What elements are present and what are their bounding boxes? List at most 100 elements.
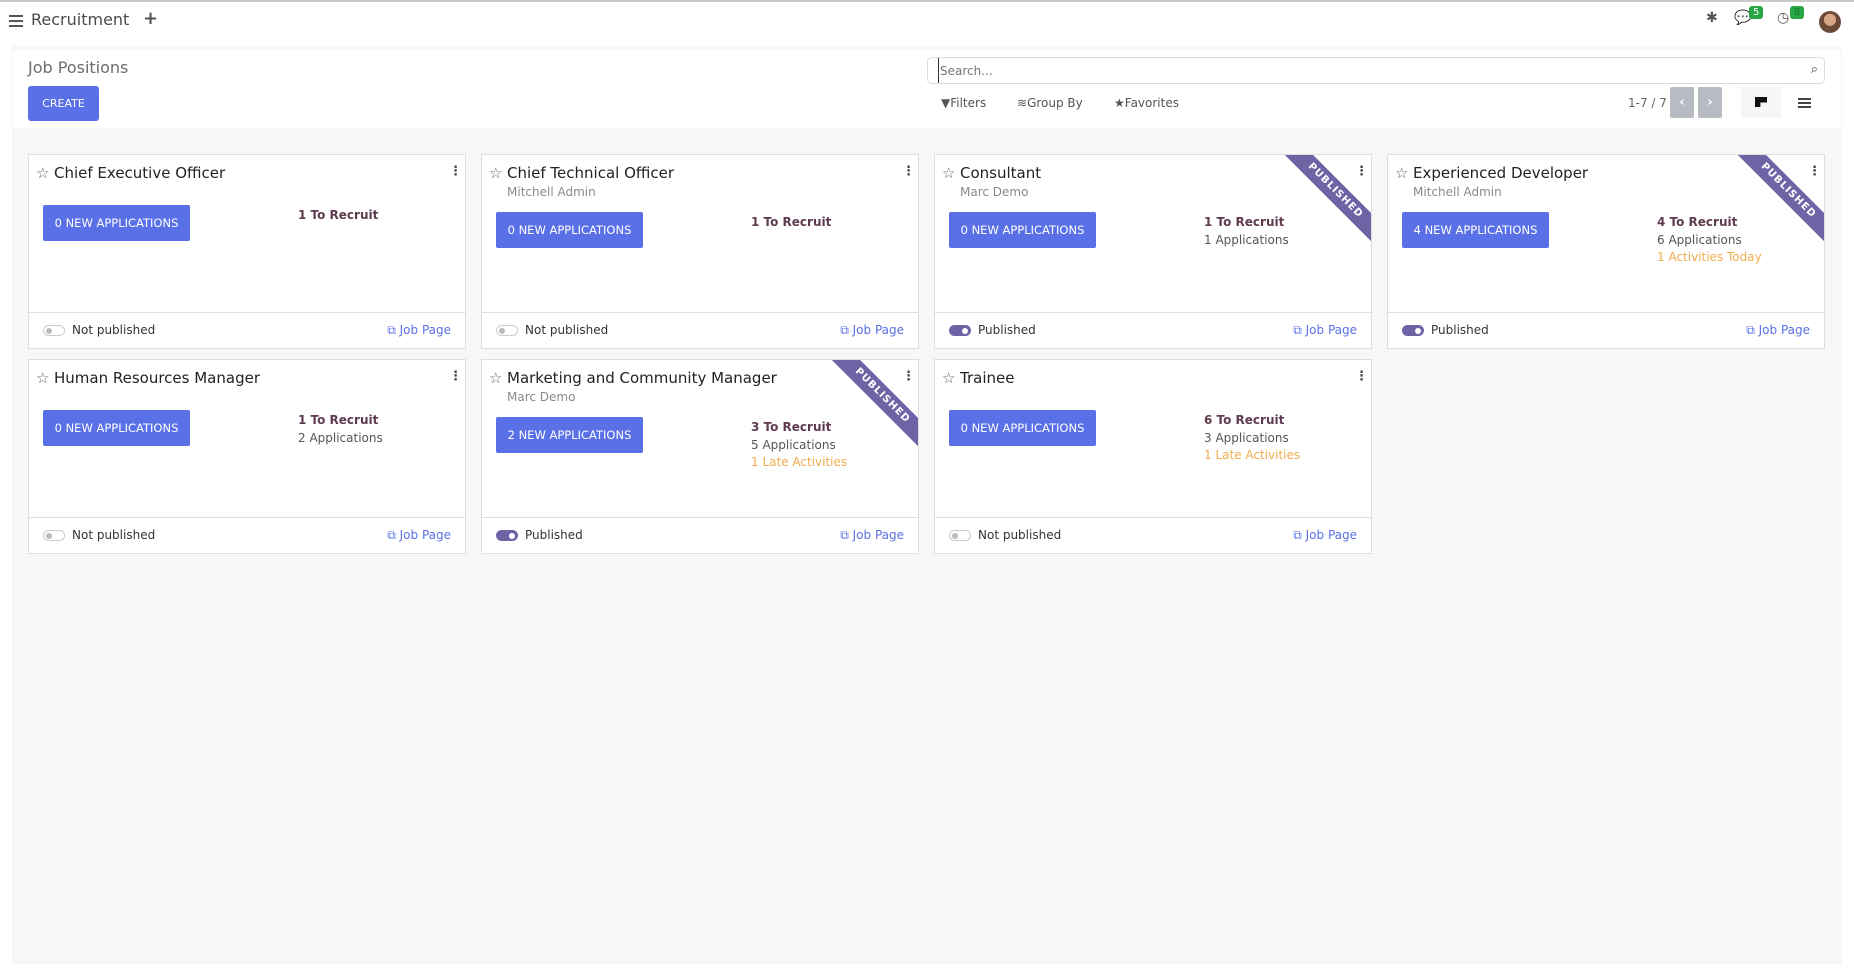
applications-link[interactable]: 5 Applications [751,437,836,452]
favorite-star-icon[interactable]: ☆ [942,369,956,387]
applications-link[interactable]: 6 Applications [1657,232,1742,247]
publish-status: Not published [72,528,156,542]
favorite-star-icon[interactable]: ☆ [489,369,503,387]
job-title[interactable]: Human Resources Manager [54,369,260,387]
new-applications-button[interactable]: 4 NEW APPLICATIONS [1402,212,1549,248]
to-recruit-link[interactable]: 1 To Recruit [751,215,832,229]
job-page-link[interactable]: ⧉ Job Page [1293,528,1357,543]
job-page-label: Job Page [1305,528,1357,542]
search-icon[interactable]: ⌕ [1810,62,1818,77]
job-title[interactable]: Chief Technical Officer [507,164,675,182]
plus-icon[interactable]: + [143,8,159,29]
kebab-menu-icon[interactable]: ⋮ [449,164,462,179]
applications-link[interactable]: 3 Applications [1204,430,1289,445]
new-applications-button[interactable]: 0 NEW APPLICATIONS [43,205,190,241]
publish-toggle[interactable] [949,530,971,541]
favorites-button[interactable]: ★Favorites [1114,96,1179,110]
new-applications-button[interactable]: 0 NEW APPLICATIONS [43,410,190,446]
new-applications-button[interactable]: 0 NEW APPLICATIONS [496,212,643,248]
pager-value[interactable]: 1-7 / 7 [1628,96,1667,110]
activities-link[interactable]: 1 Late Activities [1204,448,1301,462]
job-page-link[interactable]: ⧉ Job Page [1746,323,1810,338]
job-title[interactable]: Experienced Developer [1413,164,1589,182]
group-by-button[interactable]: ≋Group By [1017,96,1083,110]
job-title[interactable]: Trainee [960,369,1015,387]
activities-link[interactable]: 1 Activities Today [1657,250,1762,264]
publish-toggle[interactable] [496,325,518,336]
kebab-menu-icon[interactable]: ⋮ [449,369,462,384]
job-page-label: Job Page [852,528,904,542]
favorite-star-icon[interactable]: ☆ [36,369,50,387]
external-link-icon: ⧉ [840,528,853,542]
job-card[interactable]: ☆ Trainee ⋮ 0 NEW APPLICATIONS 6 To Recr… [934,359,1372,554]
search-box[interactable]: ⌕ [927,57,1825,84]
bug-icon[interactable]: ✱ [1706,10,1718,26]
card-footer: Published ⧉ Job Page [1388,312,1824,348]
publish-toggle[interactable] [43,325,65,336]
to-recruit-link[interactable]: 1 To Recruit [1204,215,1285,229]
to-recruit-link[interactable]: 6 To Recruit [1204,413,1285,427]
job-page-label: Job Page [852,323,904,337]
clock-icon[interactable]: ◷ [1777,10,1790,26]
to-recruit-link[interactable]: 3 To Recruit [751,420,832,434]
job-page-link[interactable]: ⧉ Job Page [387,528,451,543]
list-view-button[interactable] [1798,98,1811,108]
kanban-icon [1755,97,1767,107]
kebab-menu-icon[interactable]: ⋮ [1355,369,1368,384]
job-title[interactable]: Consultant [960,164,1042,182]
to-recruit-link[interactable]: 1 To Recruit [298,208,379,222]
filters-button[interactable]: ▼Filters [941,96,986,110]
applications-link[interactable]: 2 Applications [298,430,383,445]
job-card[interactable]: ☆ Marketing and Community Manager Marc D… [481,359,919,554]
job-page-label: Job Page [1758,323,1810,337]
user-avatar[interactable] [1819,11,1841,33]
hamburger-menu-icon[interactable] [9,15,23,27]
job-responsible: Marc Demo [507,390,576,404]
job-card[interactable]: ☆ Human Resources Manager ⋮ 0 NEW APPLIC… [28,359,466,554]
kebab-menu-icon[interactable]: ⋮ [1355,164,1368,179]
to-recruit-link[interactable]: 4 To Recruit [1657,215,1738,229]
external-link-icon: ⧉ [387,528,400,542]
new-applications-button[interactable]: 2 NEW APPLICATIONS [496,417,643,453]
kebab-menu-icon[interactable]: ⋮ [902,164,915,179]
kebab-menu-icon[interactable]: ⋮ [1808,164,1821,179]
to-recruit-link[interactable]: 1 To Recruit [298,413,379,427]
search-input[interactable] [938,58,1798,83]
applications-link[interactable]: 1 Applications [1204,232,1289,247]
activities-badge: 8 [1790,6,1805,19]
publish-toggle[interactable] [1402,325,1424,336]
kanban-view-button[interactable] [1741,87,1781,118]
favorite-star-icon[interactable]: ☆ [489,164,503,182]
publish-status: Published [525,528,583,542]
favorite-star-icon[interactable]: ☆ [942,164,956,182]
job-card[interactable]: ☆ Chief Technical Officer Mitchell Admin… [481,154,919,349]
publish-toggle[interactable] [43,530,65,541]
job-stats: 3 To Recruit 5 Applications 1 Late Activ… [751,419,847,472]
job-stats: 1 To Recruit [751,214,831,232]
chat-icon[interactable]: 💬 [1734,10,1752,26]
favorite-star-icon[interactable]: ☆ [1395,164,1409,182]
job-title[interactable]: Chief Executive Officer [54,164,226,182]
kebab-menu-icon[interactable]: ⋮ [902,369,915,384]
publish-toggle[interactable] [496,530,518,541]
activities-link[interactable]: 1 Late Activities [751,455,848,469]
job-page-link[interactable]: ⧉ Job Page [840,323,904,338]
favorite-star-icon[interactable]: ☆ [36,164,50,182]
job-title[interactable]: Marketing and Community Manager [507,369,777,387]
favorites-label: Favorites [1124,96,1179,110]
job-page-link[interactable]: ⧉ Job Page [387,323,451,338]
new-applications-button[interactable]: 0 NEW APPLICATIONS [949,212,1096,248]
job-page-link[interactable]: ⧉ Job Page [1293,323,1357,338]
create-button[interactable]: CREATE [28,86,99,121]
job-card[interactable]: ☆ Consultant Marc Demo PUBLISHED ⋮ 0 NEW… [934,154,1372,349]
card-footer: Not published ⧉ Job Page [29,517,465,553]
new-applications-button[interactable]: 0 NEW APPLICATIONS [949,410,1096,446]
job-card[interactable]: ☆ Chief Executive Officer ⋮ 0 NEW APPLIC… [28,154,466,349]
job-card[interactable]: ☆ Experienced Developer Mitchell Admin P… [1387,154,1825,349]
publish-status: Not published [525,323,609,337]
pager-next-button[interactable]: › [1698,87,1722,118]
job-page-link[interactable]: ⧉ Job Page [840,528,904,543]
publish-toggle[interactable] [949,325,971,336]
app-title[interactable]: Recruitment [31,10,130,29]
pager-previous-button[interactable]: ‹ [1670,87,1694,118]
